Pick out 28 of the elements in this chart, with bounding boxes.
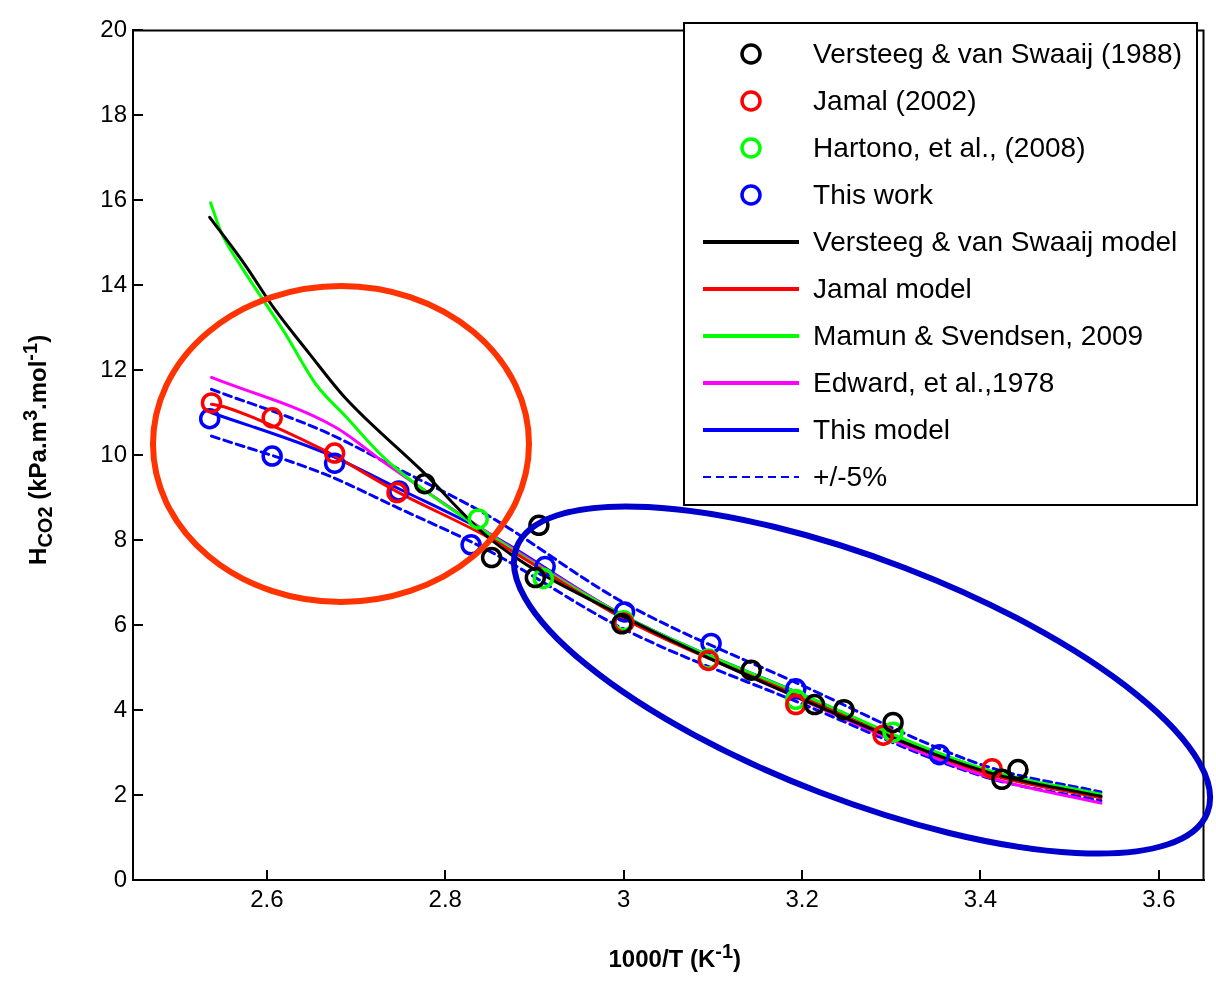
- legend-label: This model: [813, 413, 951, 446]
- y-tick-label: 0: [113, 864, 127, 892]
- x-axis-title: 1000/T (K$^{-1}$): [608, 940, 742, 973]
- legend-label: Edward, et al.,1978: [813, 366, 1055, 399]
- x-tick-label: 2.8: [428, 885, 462, 913]
- y-tick-label: 10: [100, 439, 127, 467]
- x-tick-label: 3.4: [963, 885, 998, 913]
- legend-label: Jamal (2002): [813, 84, 977, 117]
- x-tick-label: 3: [616, 885, 631, 913]
- legend-label: Versteeg & van Swaaij (1988): [813, 37, 1182, 70]
- y-tick-label: 14: [100, 269, 127, 297]
- y-tick-label: 18: [100, 99, 127, 127]
- x-tick-label: 2.6: [250, 885, 284, 913]
- legend-label: This work: [813, 178, 933, 211]
- y-tick-label: 16: [100, 184, 127, 212]
- y-tick-label: 2: [113, 779, 127, 807]
- legend-label: +/-5%: [813, 460, 888, 493]
- y-tick-label: 20: [100, 15, 127, 43]
- legend-label: Versteeg & van Swaaij model: [813, 225, 1178, 258]
- y-tick-label: 8: [113, 524, 127, 552]
- legend-label: Jamal model: [813, 272, 972, 305]
- x-tick-label: 3.6: [1142, 885, 1176, 913]
- x-tick-label: 3.2: [785, 885, 819, 913]
- legend-label: Hartono, et al., (2008): [813, 131, 1086, 164]
- y-tick-label: 12: [100, 354, 127, 382]
- y-tick-label: 4: [113, 694, 127, 722]
- legend-label: Mamun & Svendsen, 2009: [813, 319, 1144, 352]
- y-tick-label: 6: [113, 609, 127, 637]
